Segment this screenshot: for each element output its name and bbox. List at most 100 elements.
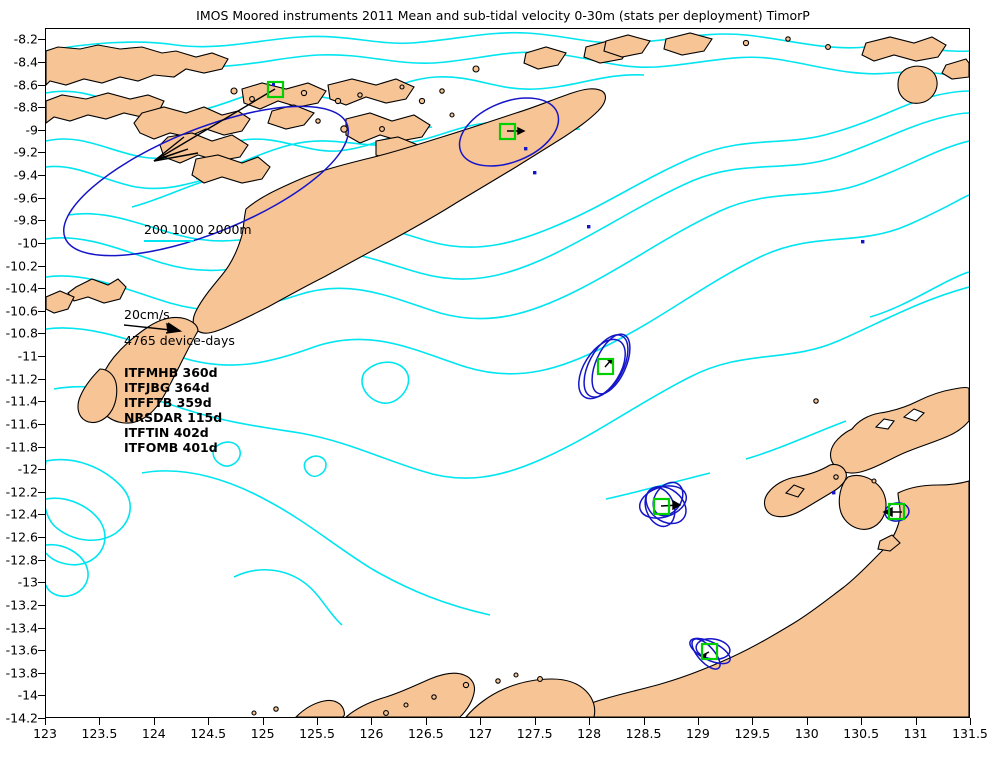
y-tick--10: -10 [17,235,38,251]
x-tick-mark [915,718,917,725]
y-tick-mark [38,265,45,267]
station-marker-nrsdar [887,502,906,521]
station-marker-itftin [652,497,671,516]
y-tick--11.4: -11.4 [5,393,38,409]
y-tick--12.6: -12.6 [5,529,38,545]
x-tick-mark [425,718,427,725]
mean-velocity-arrows [153,88,902,660]
x-tick-mark [970,718,971,725]
y-tick-mark [38,537,45,539]
y-tick-mark [38,423,45,425]
y-tick--9: -9 [25,122,38,138]
y-tick-mark [38,604,45,606]
x-tick-130: 130 [794,726,819,741]
y-tick-mark [38,61,45,63]
x-tick-mark [262,718,264,725]
x-tick-mark [317,718,319,725]
y-axis-ticklabels: -8.2 -8.4 -8.6 -8.8 -9 -9.2 -9.4 -9.6 -9.8 -10 -10… [0,0,45,760]
y-tick-mark [38,672,45,674]
deployment-label-5: ITFOMB 401d [124,440,218,455]
station-marker-itfmhb [266,80,285,99]
y-tick--10.4: -10.4 [5,280,38,296]
station-markers[interactable] [266,80,906,661]
x-tick-131.5: 131.5 [952,726,988,741]
station-marker-itfftb [596,357,615,376]
y-tick-mark [38,378,45,380]
deployment-label-2: ITFFTB 359d [124,395,212,410]
y-tick-mark [38,559,45,561]
y-tick--10.2: -10.2 [5,258,38,274]
x-tick-mark [371,718,373,725]
x-tick-127.5: 127.5 [516,726,553,741]
station-marker-itfjbg [498,122,517,141]
y-tick--11.2: -11.2 [5,371,38,387]
y-tick-mark [38,627,45,629]
x-tick-mark [208,718,210,725]
x-tick-128: 128 [577,726,602,741]
x-tick-124.5: 124.5 [190,726,227,741]
deployment-label-0: ITFMHB 360d [124,365,218,380]
y-tick--13.2: -13.2 [5,597,38,613]
y-tick--12: -12 [17,461,38,477]
y-tick-mark [38,220,45,222]
y-tick-mark [38,650,45,652]
y-tick-mark [38,129,45,131]
velocity-scale-label: 20cm/s [124,307,170,322]
y-tick-mark [38,356,45,358]
y-tick--9.4: -9.4 [13,167,38,183]
y-tick--8.6: -8.6 [13,77,38,93]
x-tick-mark [153,718,155,725]
y-tick--8.2: -8.2 [13,31,38,47]
page-title: IMOS Moored instruments 2011 Mean and su… [196,8,810,23]
velocity-scale-arrow [123,322,183,334]
x-tick-mark [643,718,645,725]
y-tick--11.8: -11.8 [5,439,38,455]
x-tick-mark [589,718,591,725]
x-tick-126.5: 126.5 [407,726,444,741]
y-tick-mark [38,197,45,199]
y-tick--12.8: -12.8 [5,552,38,568]
y-tick--13.6: -13.6 [5,642,38,658]
x-tick-mark [806,718,808,725]
y-tick-mark [38,446,45,448]
x-tick-mark [480,718,482,725]
x-tick-123.5: 123.5 [81,726,118,741]
y-tick--13: -13 [17,574,38,590]
y-tick--9.6: -9.6 [13,190,38,206]
y-tick--11: -11 [17,348,38,364]
x-tick-mark [861,718,863,725]
y-tick-mark [38,695,45,697]
y-tick-mark [38,288,45,290]
y-tick--10.6: -10.6 [5,303,38,319]
y-tick-mark [38,84,45,86]
y-tick-mark [38,333,45,335]
y-tick--8.4: -8.4 [13,54,38,70]
y-tick-mark [38,242,45,244]
y-tick--12.2: -12.2 [5,484,38,500]
y-tick--12.4: -12.4 [5,506,38,522]
x-tick-127: 127 [468,726,493,741]
x-tick-mark [697,718,699,725]
x-tick-129: 129 [686,726,710,741]
deployment-label-4: ITFTIN 402d [124,425,209,440]
x-tick-125.5: 125.5 [299,726,335,741]
x-tick-126: 126 [359,726,384,741]
x-tick-131: 131 [903,726,928,741]
x-tick-130.5: 130.5 [843,726,880,741]
y-tick--11.6: -11.6 [5,416,38,432]
y-tick-mark [38,152,45,154]
x-tick-mark [99,718,101,725]
x-tick-mark [752,718,754,725]
x-tick-124: 124 [141,726,166,741]
y-tick-mark [38,107,45,109]
x-tick-mark [45,718,46,725]
y-tick-mark [38,718,45,719]
bathymetry-legend-label: 200 1000 2000m [144,222,252,237]
y-tick--14.2: -14.2 [5,710,38,726]
y-tick-mark [38,175,45,177]
map-plot-area[interactable]: 200 1000 2000m 20cm/s 4765 device-days I… [45,28,970,718]
y-tick--14: -14 [17,687,38,703]
y-tick-mark [38,469,45,471]
